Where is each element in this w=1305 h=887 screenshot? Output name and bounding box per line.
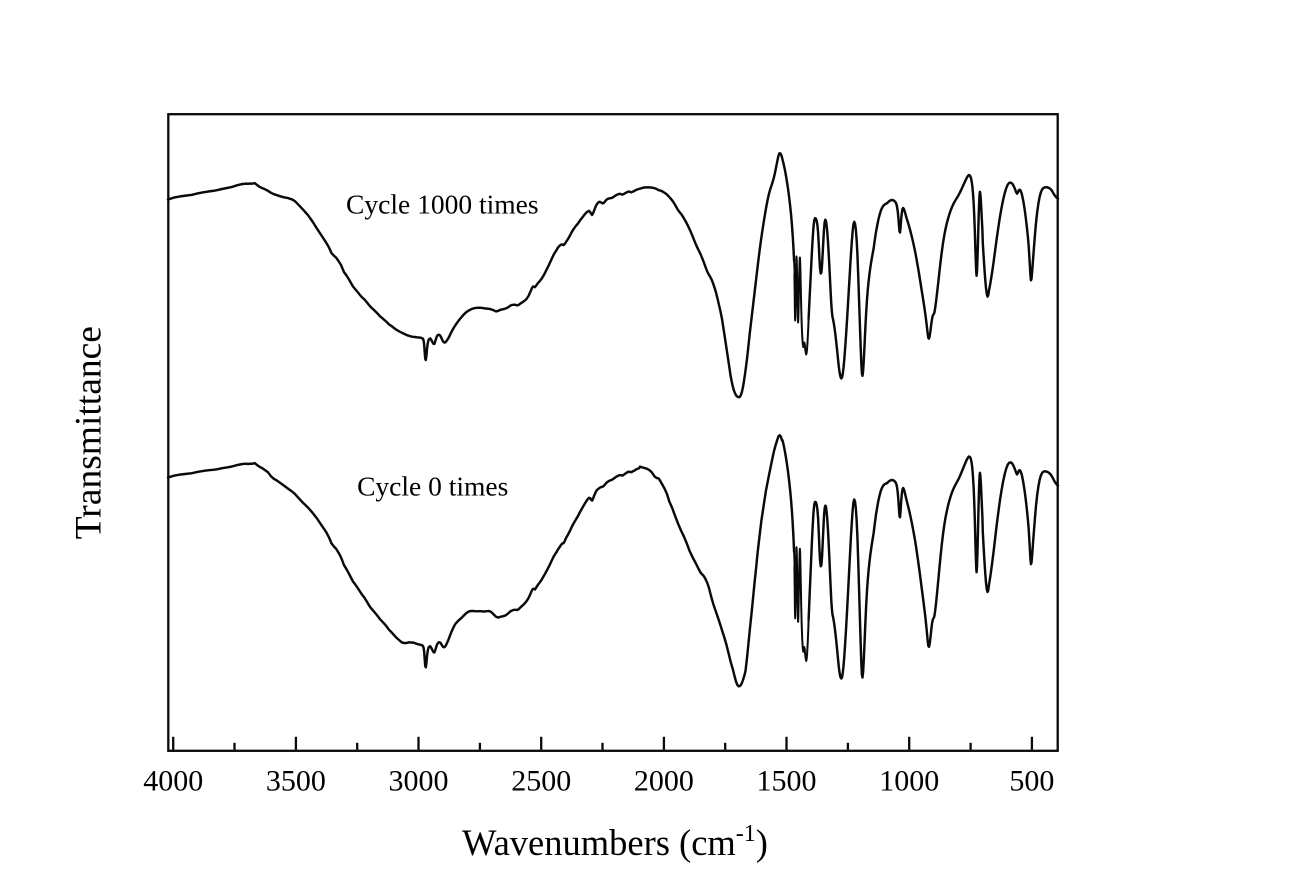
svg-text:1000: 1000 xyxy=(879,765,939,798)
svg-text:3500: 3500 xyxy=(266,765,326,798)
svg-text:Cycle 1000 times: Cycle 1000 times xyxy=(346,189,538,220)
svg-text:Transmittance: Transmittance xyxy=(69,326,110,539)
svg-text:2500: 2500 xyxy=(511,765,571,798)
svg-text:4000: 4000 xyxy=(143,765,203,798)
svg-text:2000: 2000 xyxy=(634,765,694,798)
svg-text:Cycle 0 times: Cycle 0 times xyxy=(357,471,508,502)
svg-text:3000: 3000 xyxy=(389,765,449,798)
svg-text:500: 500 xyxy=(1009,765,1054,798)
svg-text:1500: 1500 xyxy=(757,765,817,798)
svg-text:Wavenumbers (cm-1): Wavenumbers (cm-1) xyxy=(462,821,768,863)
